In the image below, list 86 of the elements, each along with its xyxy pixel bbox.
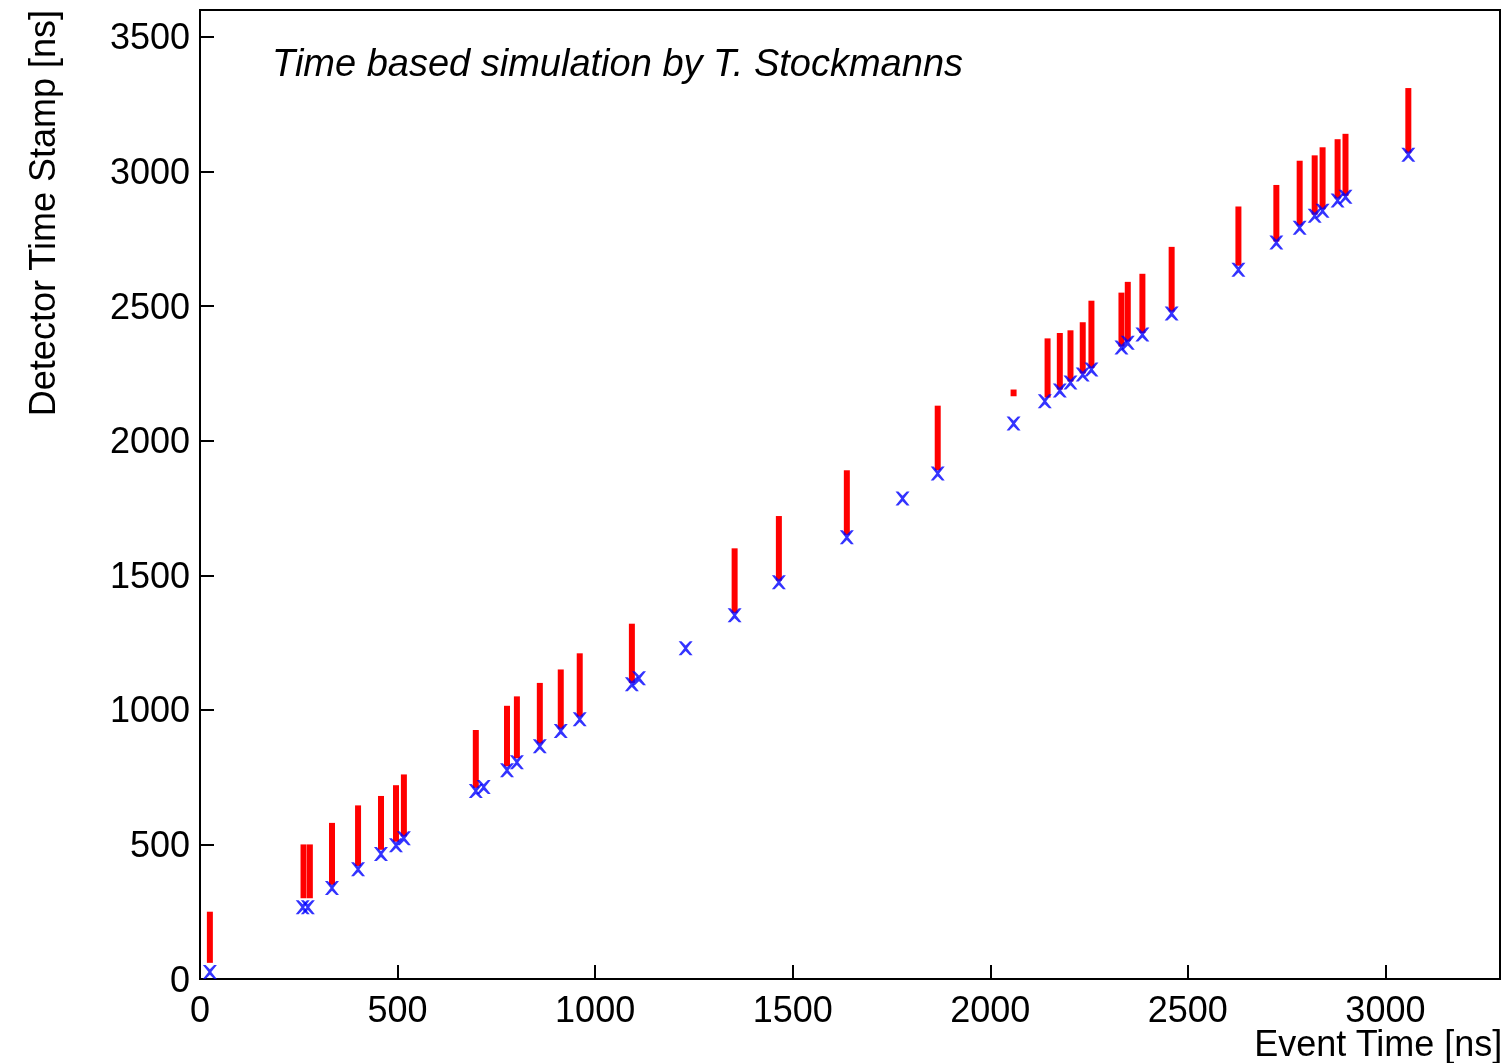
bar <box>472 730 479 788</box>
bar <box>355 805 362 866</box>
point <box>930 466 945 481</box>
point <box>500 763 515 778</box>
bar <box>775 516 782 581</box>
point <box>351 862 366 877</box>
bar <box>1079 322 1086 374</box>
point <box>388 838 403 853</box>
point <box>1135 327 1150 342</box>
bar <box>1296 160 1303 226</box>
bar <box>1139 273 1146 333</box>
point <box>324 881 339 896</box>
point <box>553 724 568 739</box>
point <box>624 677 639 692</box>
bar <box>400 774 407 837</box>
bar <box>576 653 583 717</box>
point <box>1084 362 1099 377</box>
x-tick-label: 1500 <box>752 988 833 1030</box>
point <box>771 575 786 590</box>
y-axis-title: Detector Time Stamp [ns] <box>21 10 63 417</box>
point <box>1037 394 1052 409</box>
point <box>1164 306 1179 321</box>
point <box>1063 375 1078 390</box>
bar <box>1056 333 1063 390</box>
point <box>1120 335 1135 350</box>
y-tick-label: 2500 <box>109 285 190 327</box>
point <box>1006 416 1021 431</box>
point <box>1231 262 1246 277</box>
bar <box>536 682 543 744</box>
bar <box>1334 139 1341 199</box>
bar <box>1044 338 1051 398</box>
point <box>1269 235 1284 250</box>
point <box>727 608 742 623</box>
bar <box>934 405 941 471</box>
point <box>1292 220 1307 235</box>
annotation: Time based simulation by T. Stockmanns <box>272 42 964 84</box>
y-tick-label: 2000 <box>109 420 190 462</box>
y-tick-label: 0 <box>169 958 190 1000</box>
bar <box>628 623 635 683</box>
point <box>468 784 483 799</box>
point <box>1401 147 1416 162</box>
point <box>1307 208 1322 223</box>
x-tick-label: 500 <box>367 988 428 1030</box>
point <box>839 530 854 545</box>
point <box>476 780 491 795</box>
point <box>202 965 217 979</box>
bar <box>1311 155 1318 215</box>
bar <box>1067 330 1074 382</box>
y-tick-label: 1000 <box>109 689 190 731</box>
point <box>300 900 315 915</box>
bar <box>557 669 564 729</box>
bar <box>1342 133 1349 196</box>
bar <box>1319 147 1326 210</box>
x-tick-label: 2000 <box>950 988 1031 1030</box>
point <box>373 847 388 862</box>
bar <box>1088 300 1095 368</box>
bar <box>392 785 399 842</box>
bar <box>513 696 520 759</box>
y-tick-label: 3500 <box>109 16 190 58</box>
point <box>895 491 910 506</box>
y-tick-label: 1500 <box>109 554 190 596</box>
point <box>509 755 524 770</box>
point <box>678 641 693 656</box>
bar <box>328 822 335 885</box>
bar <box>377 795 384 850</box>
point <box>572 712 587 727</box>
y-tick-label: 500 <box>129 823 190 865</box>
bar <box>1273 184 1280 242</box>
y-tick-label: 3000 <box>109 151 190 192</box>
point <box>1315 203 1330 218</box>
bar <box>1235 206 1242 266</box>
point <box>1052 383 1067 398</box>
bar <box>1168 246 1175 312</box>
bar <box>1010 389 1017 397</box>
bar <box>843 470 850 535</box>
bar <box>1405 88 1412 153</box>
point <box>532 739 547 754</box>
point <box>396 831 411 846</box>
bar <box>206 911 213 963</box>
bar <box>504 705 511 767</box>
point <box>632 671 646 686</box>
x-tick-label: 2500 <box>1147 988 1228 1030</box>
point <box>1338 189 1353 204</box>
x-tick-label: 1000 <box>555 988 636 1030</box>
point <box>1075 367 1090 382</box>
bar <box>731 548 738 613</box>
